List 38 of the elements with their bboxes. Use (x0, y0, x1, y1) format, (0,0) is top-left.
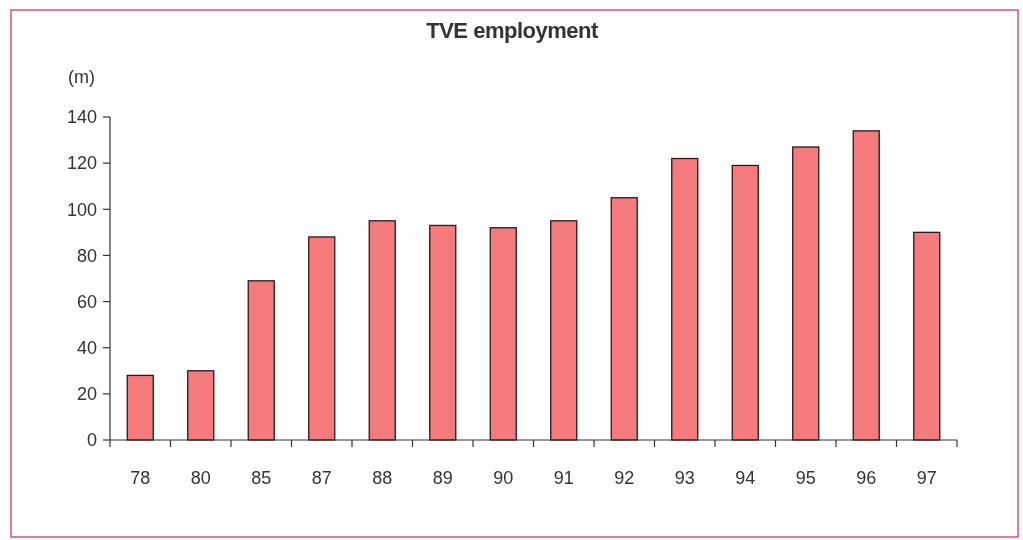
x-tick-label: 91 (553, 468, 574, 488)
chart-title: TVE employment (426, 18, 599, 43)
bar (550, 220, 578, 441)
bar (368, 220, 396, 441)
y-tick-label: 120 (66, 153, 97, 174)
x-tick-label: 89 (432, 468, 453, 488)
x-tick-label: 95 (795, 468, 816, 488)
bar (126, 374, 154, 441)
bar (792, 146, 820, 441)
bar (671, 157, 699, 441)
y-tick-label: 80 (76, 245, 97, 266)
x-tick-label: 78 (130, 468, 151, 488)
bar (308, 236, 336, 441)
bar (489, 227, 517, 441)
y-axis-title: (m) (68, 67, 95, 87)
y-tick-label: 60 (76, 291, 97, 312)
bar (731, 164, 759, 441)
x-tick-label: 80 (190, 468, 211, 488)
x-tick-label: 94 (735, 468, 756, 488)
x-tick-label: 85 (251, 468, 272, 488)
y-tick-label: 20 (76, 384, 97, 405)
x-tick-label: 96 (856, 468, 877, 488)
y-tick-label: 140 (66, 107, 97, 128)
bar (913, 231, 941, 441)
x-tick-label: 97 (916, 468, 937, 488)
x-tick-label: 90 (493, 468, 514, 488)
bar (852, 130, 880, 441)
x-tick-label: 88 (372, 468, 393, 488)
bar (429, 224, 457, 441)
y-tick-label: 0 (86, 430, 97, 451)
x-tick-label: 92 (614, 468, 635, 488)
x-tick-label: 87 (311, 468, 332, 488)
x-tick-label: 93 (674, 468, 695, 488)
bar (247, 280, 275, 441)
y-tick-label: 40 (76, 338, 97, 359)
bar (187, 370, 215, 441)
bar (610, 197, 638, 441)
y-tick-label: 100 (66, 199, 97, 220)
